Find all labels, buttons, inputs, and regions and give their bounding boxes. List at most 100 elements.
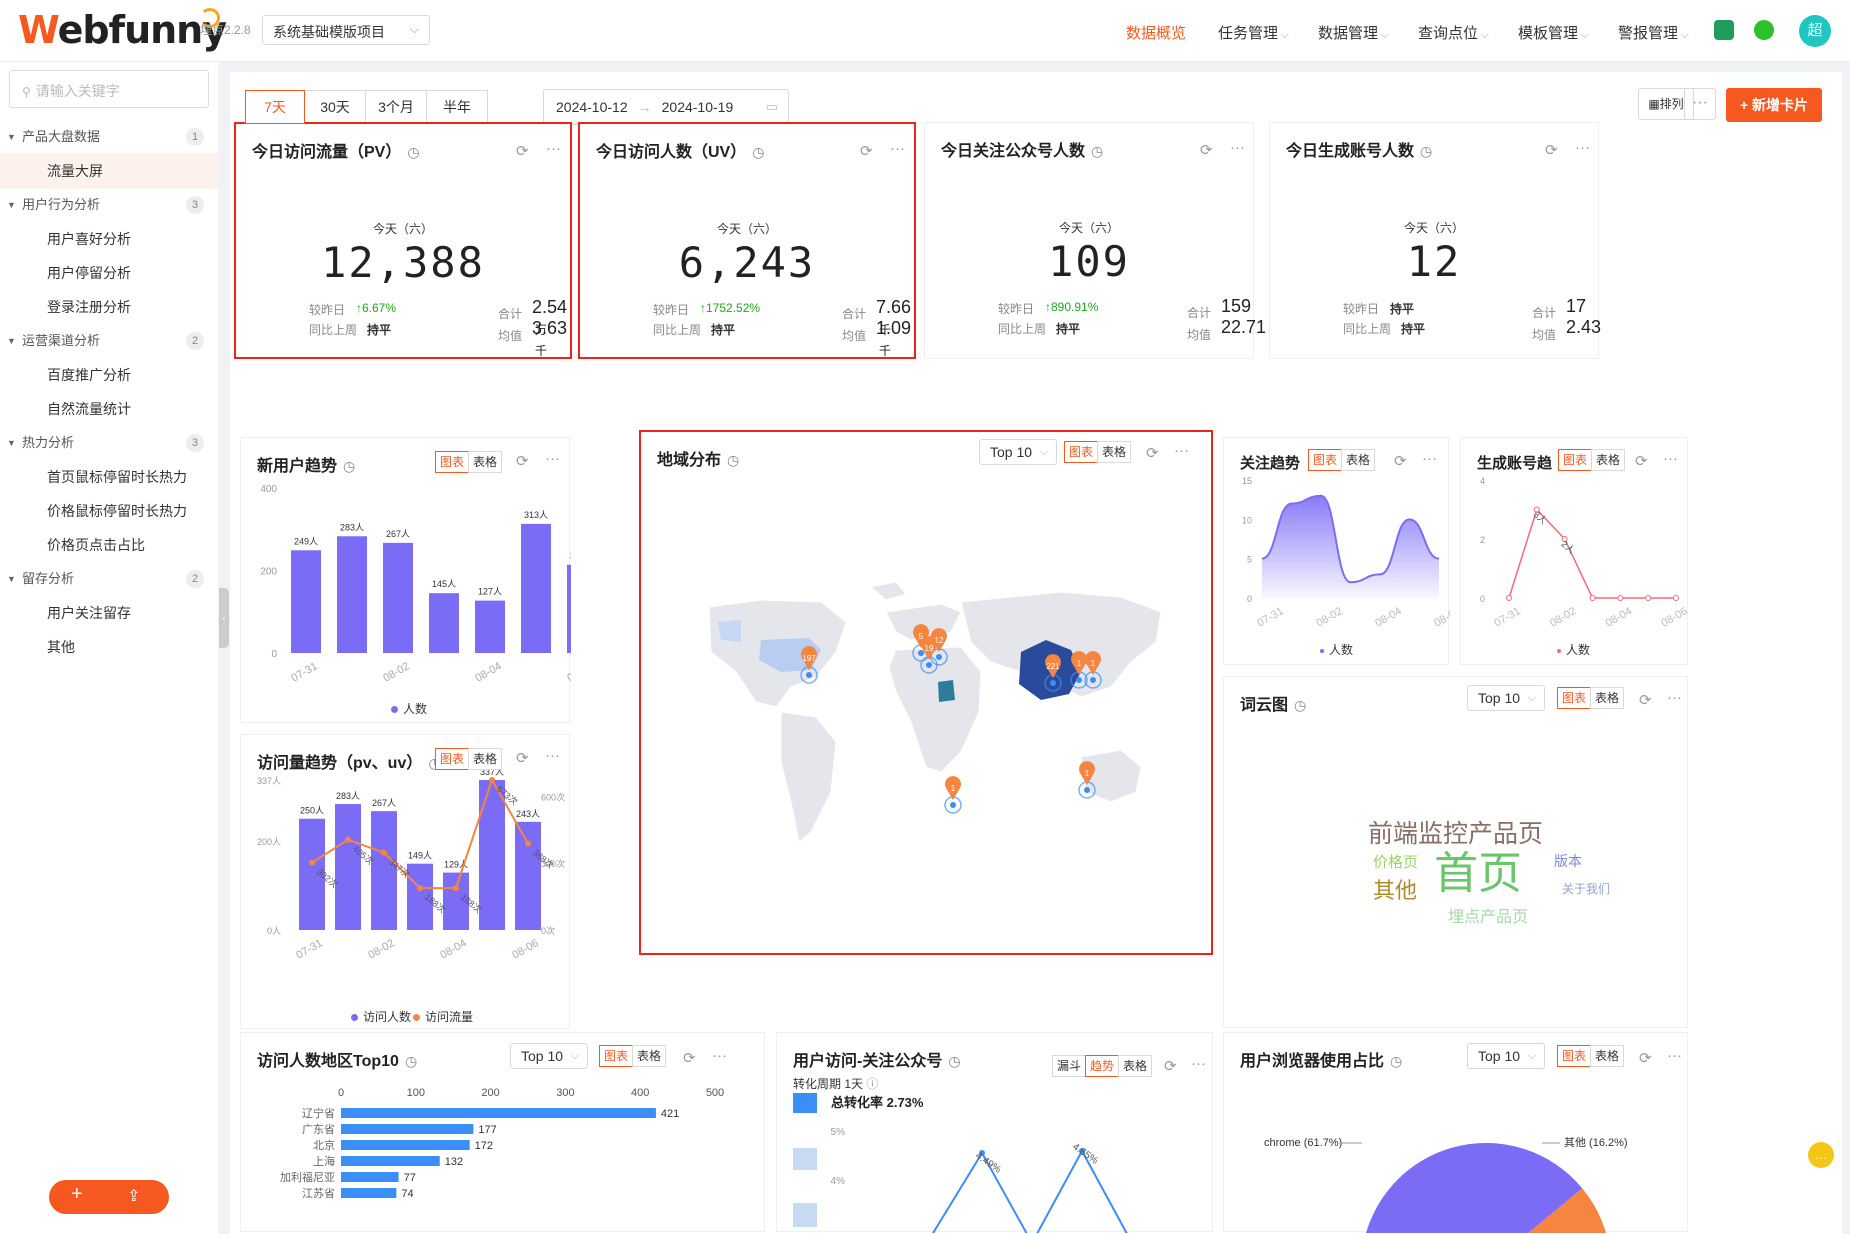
top10-select[interactable]: Top 10 ⌵ xyxy=(1467,1043,1545,1069)
clock-icon[interactable]: ◷ xyxy=(1390,1053,1403,1069)
more-icon[interactable]: ··· xyxy=(1174,442,1189,459)
share-icon[interactable]: ⇪ xyxy=(127,1188,141,1205)
nav-task-management[interactable]: 任务管理 ⌵ xyxy=(1218,22,1289,43)
legend-item[interactable]: 人数 xyxy=(1557,641,1590,658)
sidebar-item[interactable]: 流量大屏 xyxy=(0,153,218,189)
refresh-icon[interactable]: ⟳ xyxy=(1639,1050,1652,1067)
more-icon[interactable]: ··· xyxy=(1191,1055,1206,1072)
word-cloud-word[interactable]: 版本 xyxy=(1554,854,1582,870)
word-cloud-word[interactable]: 价格页 xyxy=(1373,853,1419,871)
more-icon[interactable]: ··· xyxy=(1422,450,1437,467)
sidebar-group[interactable]: ▼ 热力分析 3 xyxy=(0,425,218,461)
nav-alert-management[interactable]: 警报管理 ⌵ xyxy=(1618,22,1689,43)
sidebar-group[interactable]: ▼ 用户行为分析 3 xyxy=(0,187,218,223)
funnel-toggle[interactable]: 漏斗 xyxy=(1052,1055,1086,1077)
refresh-icon[interactable]: ⟳ xyxy=(860,143,873,160)
more-icon[interactable]: ··· xyxy=(546,140,561,157)
table-toggle[interactable]: 表格 xyxy=(632,1045,666,1067)
range-30d-button[interactable]: 30天 xyxy=(304,90,366,124)
clock-icon[interactable]: ◷ xyxy=(343,458,356,474)
sidebar-item[interactable]: 自然流量统计 xyxy=(0,391,218,427)
top10-select[interactable]: Top 10 ⌵ xyxy=(979,439,1057,465)
table-toggle[interactable]: 表格 xyxy=(1097,441,1131,463)
clock-icon[interactable]: ◷ xyxy=(727,452,740,468)
sidebar-item[interactable]: 价格页点击占比 xyxy=(0,527,218,563)
chart-toggle[interactable]: 图表 xyxy=(1557,687,1591,709)
legend-item[interactable]: 访问流量 xyxy=(413,1008,473,1025)
more-icon[interactable]: ··· xyxy=(545,450,560,467)
chat-icon[interactable]: … xyxy=(1808,1142,1834,1168)
refresh-icon[interactable]: ⟳ xyxy=(1639,692,1652,709)
search-input[interactable]: ⚲ 请输入关键字 xyxy=(9,70,209,108)
table-toggle[interactable]: 表格 xyxy=(1591,449,1625,471)
word-cloud-word[interactable]: 前端监控产品页 xyxy=(1368,819,1544,848)
sidebar-group[interactable]: ▼ 运营渠道分析 2 xyxy=(0,323,218,359)
clock-icon[interactable]: ◷ xyxy=(404,1053,418,1069)
sidebar-collapse-handle[interactable]: ‹ xyxy=(219,588,229,648)
clock-icon[interactable]: ◷ xyxy=(1294,697,1307,713)
chart-toggle[interactable]: 图表 xyxy=(1064,441,1098,463)
nav-template-management[interactable]: 模板管理 ⌵ xyxy=(1518,22,1589,43)
range-3m-button[interactable]: 3个月 xyxy=(365,90,427,124)
chart-toggle[interactable]: 图表 xyxy=(435,451,469,473)
table-toggle[interactable]: 表格 xyxy=(1118,1055,1152,1077)
trend-toggle[interactable]: 趋势 xyxy=(1085,1055,1119,1077)
chart-toggle[interactable]: 图表 xyxy=(599,1045,633,1067)
clock-icon[interactable]: ◷ xyxy=(407,144,420,160)
nav-data-overview[interactable]: 数据概览 xyxy=(1126,22,1186,43)
refresh-icon[interactable]: ⟳ xyxy=(1394,453,1407,470)
refresh-icon[interactable]: ⟳ xyxy=(1635,453,1648,470)
legend-item[interactable]: 访问人数 xyxy=(351,1008,411,1025)
sidebar-item[interactable]: 其他 xyxy=(0,629,218,665)
refresh-icon[interactable]: ⟳ xyxy=(1164,1058,1177,1075)
refresh-icon[interactable]: ⟳ xyxy=(516,750,529,767)
nav-query-points[interactable]: 查询点位 ⌵ xyxy=(1418,22,1489,43)
chart-toggle[interactable]: 图表 xyxy=(1308,449,1342,471)
more-button[interactable]: ··· xyxy=(1684,88,1716,120)
project-select[interactable]: 系统基础模版项目 ⌵ xyxy=(262,15,430,45)
sidebar-group[interactable]: ▼ 留存分析 2 xyxy=(0,561,218,597)
clock-icon[interactable]: ◷ xyxy=(752,144,765,160)
word-cloud-word[interactable]: 首页 xyxy=(1434,848,1522,899)
clock-icon[interactable]: ◷ xyxy=(1091,143,1104,159)
avatar[interactable]: 超 xyxy=(1799,15,1831,47)
word-cloud-word[interactable]: 其他 xyxy=(1373,879,1418,904)
more-icon[interactable]: ··· xyxy=(1667,1047,1682,1064)
table-toggle[interactable]: 表格 xyxy=(1341,449,1375,471)
refresh-icon[interactable]: ⟳ xyxy=(516,143,529,160)
more-icon[interactable]: ··· xyxy=(1575,139,1590,156)
excel-icon[interactable] xyxy=(1714,20,1734,40)
sidebar-item[interactable]: 百度推广分析 xyxy=(0,357,218,393)
add-card-button[interactable]: + 新增卡片 xyxy=(1726,88,1822,122)
clock-icon[interactable]: ◷ xyxy=(1420,143,1433,159)
word-cloud-word[interactable]: 埋点产品页 xyxy=(1448,907,1529,926)
table-toggle[interactable]: 表格 xyxy=(468,451,502,473)
sidebar-group[interactable]: ▼ 产品大盘数据 1 xyxy=(0,119,218,155)
legend-item[interactable]: 人数 xyxy=(1320,641,1353,658)
sidebar-item[interactable]: 用户喜好分析 xyxy=(0,221,218,257)
top10-select[interactable]: Top 10 ⌵ xyxy=(510,1043,588,1069)
more-icon[interactable]: ··· xyxy=(1667,689,1682,706)
sort-button[interactable]: ▦排列 xyxy=(1638,88,1694,120)
refresh-icon[interactable]: ⟳ xyxy=(683,1050,696,1067)
refresh-icon[interactable]: ⟳ xyxy=(1545,142,1558,159)
clock-icon[interactable]: ◷ xyxy=(948,1053,961,1069)
webfunny-logo[interactable]: Webfunny xyxy=(18,8,227,52)
sidebar-item[interactable]: 用户关注留存 xyxy=(0,595,218,631)
sidebar-item[interactable]: 登录注册分析 xyxy=(0,289,218,325)
more-icon[interactable]: ··· xyxy=(1663,450,1678,467)
date-range-picker[interactable]: 2024-10-12 → 2024-10-19 ▭ xyxy=(543,89,789,125)
table-toggle[interactable]: 表格 xyxy=(468,748,502,770)
sidebar-item[interactable]: 首页鼠标停留时长热力 xyxy=(0,459,218,495)
chart-toggle[interactable]: 图表 xyxy=(1558,449,1592,471)
word-cloud-word[interactable]: 关于我们 xyxy=(1562,882,1611,896)
refresh-icon[interactable]: ⟳ xyxy=(516,453,529,470)
chart-toggle[interactable]: 图表 xyxy=(435,748,469,770)
chart-toggle[interactable]: 图表 xyxy=(1557,1045,1591,1067)
sidebar-item[interactable]: 用户停留分析 xyxy=(0,255,218,291)
refresh-icon[interactable]: ⟳ xyxy=(1146,445,1159,462)
range-7d-button[interactable]: 7天 xyxy=(245,90,305,124)
more-icon[interactable]: ··· xyxy=(1230,139,1245,156)
question-icon[interactable]: ⓘ xyxy=(866,1077,879,1091)
range-half-year-button[interactable]: 半年 xyxy=(426,90,488,124)
